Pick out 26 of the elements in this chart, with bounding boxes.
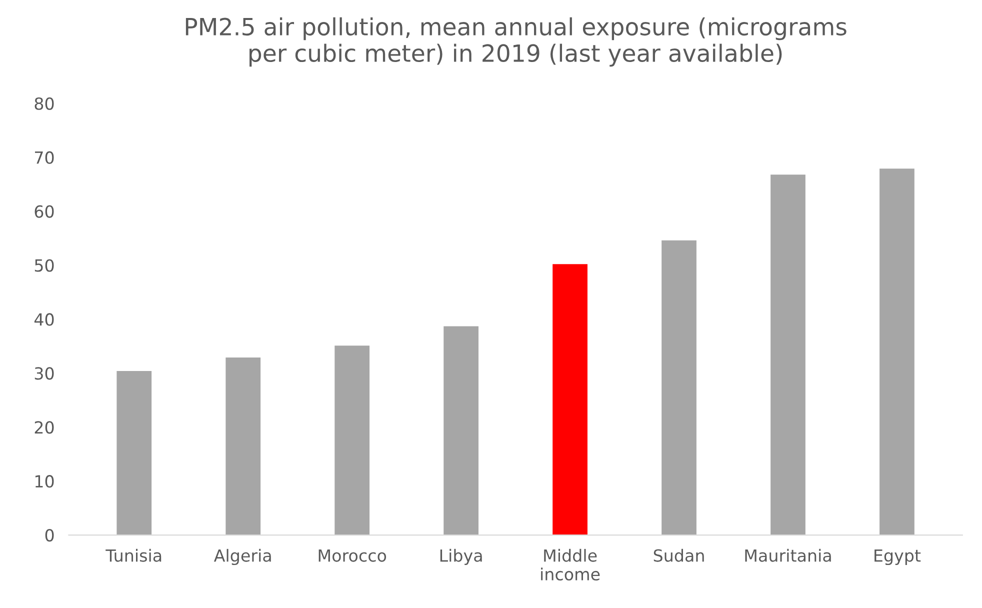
bar	[662, 240, 696, 536]
x-tick-label: Egypt	[874, 549, 921, 566]
y-tick-label: 30	[34, 367, 54, 380]
bar	[444, 326, 478, 536]
y-tick-label: 50	[34, 259, 54, 272]
x-tick-label: Tunisia	[106, 548, 162, 562]
y-tick-label: 10	[35, 475, 54, 488]
bar	[880, 168, 914, 536]
y-tick-label: 70	[35, 151, 54, 164]
x-tick-label: Sudan	[654, 548, 704, 562]
x-tick-label: Libya	[440, 548, 482, 566]
bar	[116, 371, 152, 536]
chart-title: PM2.5 air pollution, mean annual exposure (micrograms per cubic meter) in 2019 (last year available)	[186, 17, 846, 67]
x-tick-label: Middle income	[541, 548, 600, 580]
y-tick-label: 60	[34, 205, 54, 218]
y-tick-label: 80	[34, 97, 54, 110]
y-tick-label: 20	[34, 421, 54, 434]
bar	[770, 174, 806, 536]
bar	[226, 358, 261, 536]
x-tick-label: Mauritania	[745, 548, 831, 562]
x-tick-label: Algeria	[214, 548, 271, 566]
bar	[334, 346, 370, 536]
y-tick-label: 0	[45, 529, 54, 542]
bar	[552, 264, 588, 536]
y-tick-label: 40	[34, 313, 54, 326]
x-tick-label: Morocco	[318, 549, 386, 562]
